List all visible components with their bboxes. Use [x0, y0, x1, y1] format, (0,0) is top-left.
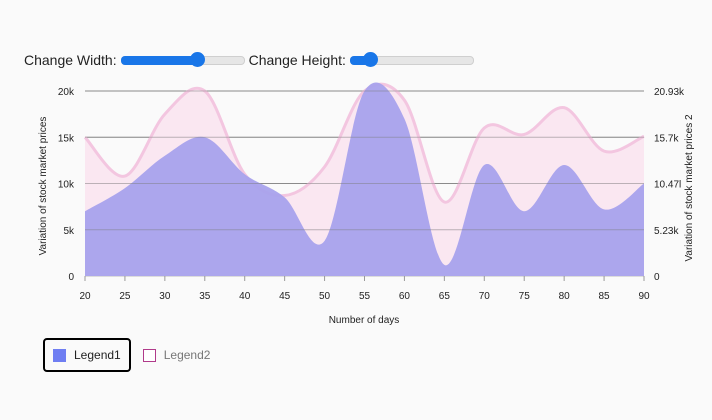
- y2-tick-label: 0: [654, 272, 660, 283]
- slider-thumb[interactable]: [190, 52, 206, 67]
- x-tick-label: 45: [279, 291, 291, 302]
- x-axis-label: Number of days: [329, 315, 400, 326]
- y2-tick-label: 15.7k: [654, 133, 679, 144]
- legend-swatch: [53, 348, 66, 362]
- width-slider[interactable]: [119, 50, 247, 70]
- height-label: Change Height:: [248, 52, 346, 68]
- x-tick-label: 50: [319, 291, 331, 302]
- y2-tick-label: 5.23k: [654, 226, 679, 237]
- x-tick-label: 65: [439, 291, 451, 302]
- y-tick-label: 10k: [58, 180, 75, 191]
- x-tick-label: 30: [159, 291, 171, 302]
- series-areas: [83, 82, 645, 277]
- chart-controls: Change Width: Change Height:: [24, 48, 478, 72]
- slider-fill: [349, 56, 370, 65]
- chart-legend: Legend1 Legend2: [43, 338, 222, 372]
- y-tick-label: 15k: [58, 133, 75, 144]
- y2-axis-label: Variation of stock market prices 2: [684, 114, 695, 262]
- area-chart: 20 25 30 35 40 45 50 55 60 65 70 75 80 85 90 0 5k 10k 15k 2…: [38, 82, 695, 326]
- x-tick-label: 75: [519, 291, 531, 302]
- x-tick-label: 25: [119, 291, 131, 302]
- y-tick-label: 20k: [58, 87, 75, 98]
- axes: 20 25 30 35 40 45 50 55 60 65 70 75 80 85 90 0 5k 10k 15k 2…: [58, 87, 685, 302]
- series-area-legend1: [85, 82, 644, 276]
- legend-item-legend1[interactable]: Legend1: [43, 338, 131, 372]
- height-slider[interactable]: [348, 50, 476, 70]
- x-tick-label: 55: [359, 291, 371, 302]
- legend-label: Legend1: [74, 348, 121, 362]
- x-tick-label: 80: [559, 291, 571, 302]
- legend-item-legend2[interactable]: Legend2: [133, 338, 221, 372]
- x-tick-label: 60: [399, 291, 411, 302]
- x-tick-label: 20: [79, 291, 91, 302]
- slider-thumb[interactable]: [362, 52, 378, 67]
- y2-tick-label: 10.47l: [654, 180, 681, 191]
- legend-label: Legend2: [163, 348, 211, 362]
- slider-fill: [120, 56, 198, 65]
- y2-tick-label: 20.93k: [654, 87, 685, 98]
- x-tick-label: 40: [239, 291, 251, 302]
- legend-swatch: [142, 348, 156, 362]
- y-axis-label: Variation of stock market prices: [38, 117, 49, 256]
- y-tick-label: 5k: [63, 226, 75, 237]
- x-tick-label: 85: [599, 291, 611, 302]
- x-tick-label: 90: [638, 291, 650, 302]
- width-label: Change Width:: [24, 52, 117, 68]
- x-tick-label: 35: [199, 291, 211, 302]
- x-tick-label: 70: [479, 291, 491, 302]
- y-tick-label: 0: [68, 272, 74, 283]
